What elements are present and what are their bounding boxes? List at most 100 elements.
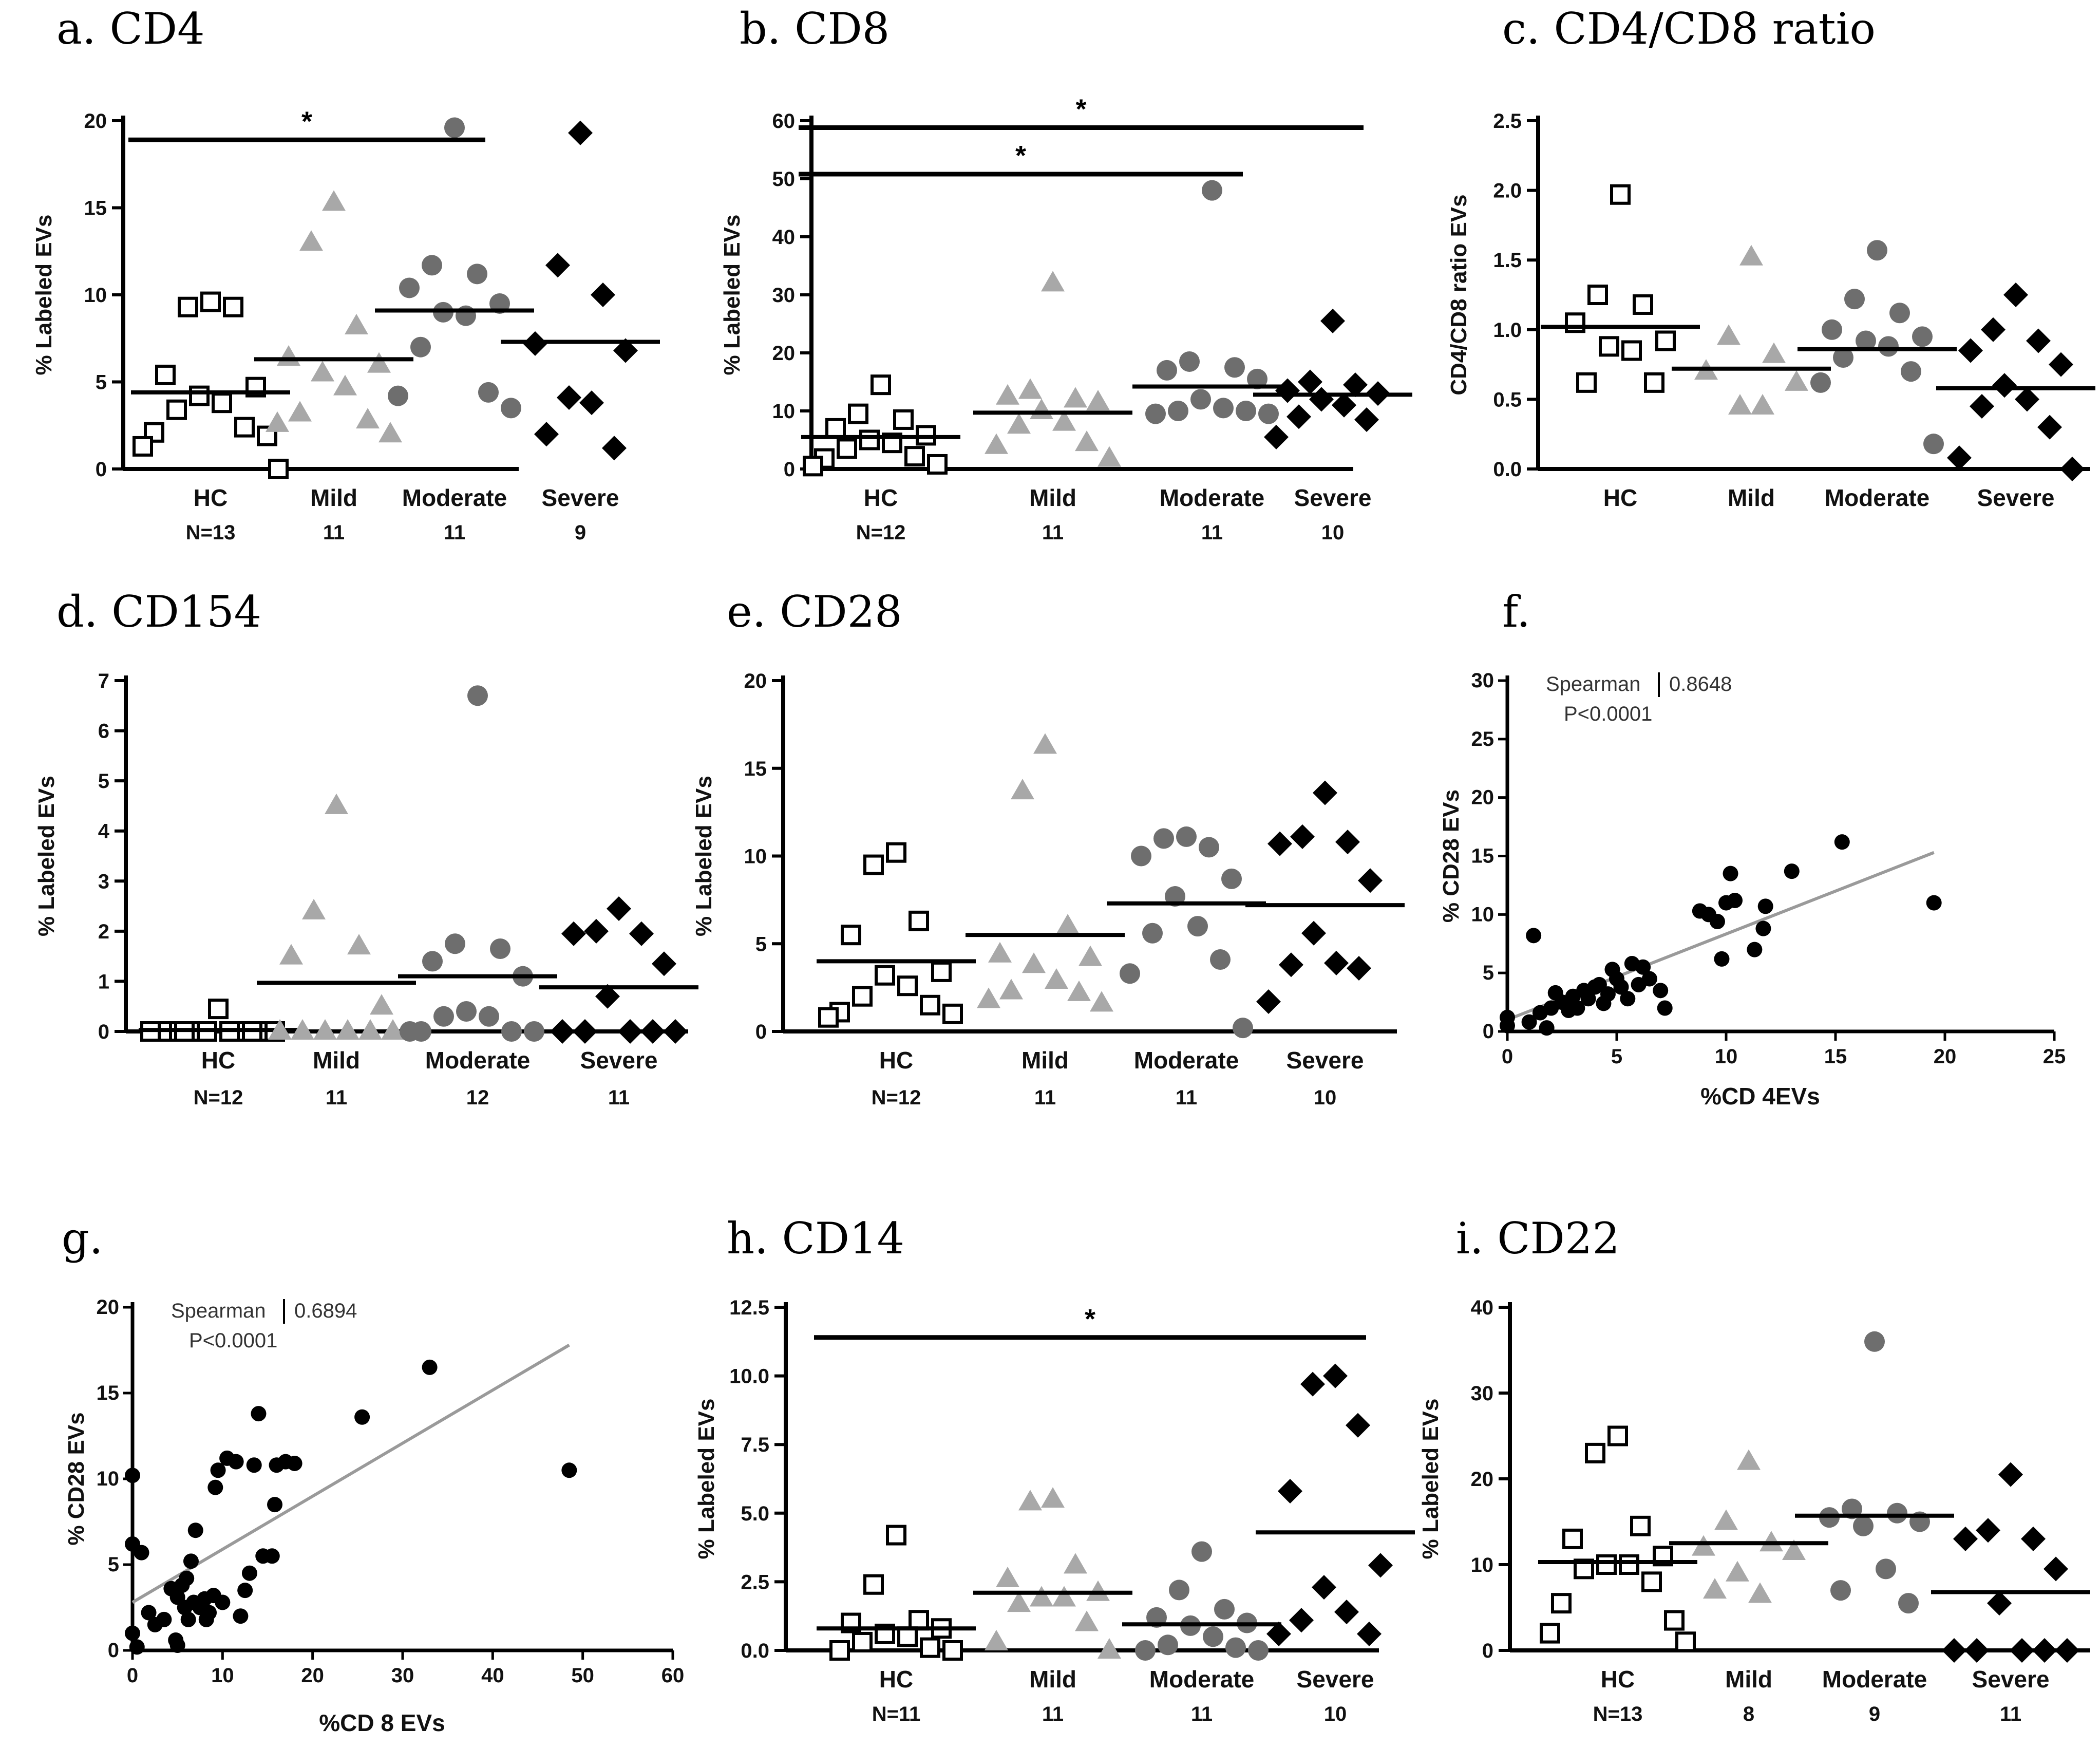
data-point — [931, 961, 952, 982]
data-point — [1755, 920, 1771, 936]
data-point — [399, 277, 420, 298]
n-label: 9 — [1869, 1703, 1880, 1725]
y-tick-label: 15 — [84, 197, 107, 220]
x-tick-label: 30 — [391, 1664, 414, 1687]
data-point — [561, 1462, 577, 1478]
data-point — [1313, 780, 1337, 805]
data-point — [367, 352, 391, 373]
data-point — [1569, 1000, 1585, 1016]
data-point — [1312, 1575, 1336, 1600]
annotation-pvalue: P<0.0001 — [1564, 703, 1652, 725]
data-point — [264, 1548, 280, 1564]
panel-f: f. 0 5 10 15 20 25 30 0 5 10 15 20 25 % CD28 EVs %CD 4E… — [1439, 587, 2066, 1110]
data-point — [381, 1019, 405, 1040]
data-point — [1176, 826, 1197, 847]
panel-title: i. CD22 — [1456, 1213, 1620, 1264]
data-point — [1300, 1371, 1325, 1397]
data-point — [1540, 1623, 1560, 1644]
data-point — [251, 1406, 267, 1422]
data-point — [1158, 1634, 1178, 1656]
data-point — [1500, 1018, 1515, 1033]
data-point — [1551, 1593, 1572, 1614]
data-point — [1864, 1331, 1885, 1352]
data-point — [1266, 1621, 1291, 1646]
data-point — [2060, 457, 2085, 481]
category-label: HC — [879, 1047, 913, 1074]
data-point — [1653, 983, 1669, 999]
data-point — [595, 984, 620, 1009]
data-point — [1298, 369, 1322, 394]
data-point — [1748, 1582, 1772, 1603]
data-point — [299, 230, 323, 251]
series-mild — [257, 793, 416, 1040]
data-point — [400, 1021, 420, 1042]
data-point — [557, 385, 581, 410]
data-point — [2021, 1526, 2046, 1551]
y-tick-label: 10 — [772, 400, 796, 423]
data-point — [1221, 868, 1242, 889]
category-label: Moderate — [1149, 1666, 1254, 1693]
data-point — [179, 1570, 195, 1586]
data-point — [1630, 1515, 1651, 1536]
data-point — [920, 994, 940, 1016]
data-point — [241, 1565, 257, 1581]
y-tick-label: 10 — [744, 845, 767, 868]
x-tick-label: 50 — [571, 1664, 594, 1687]
annotation-method: Spearman — [1546, 673, 1641, 696]
data-point — [311, 361, 334, 382]
data-point — [1728, 393, 1752, 415]
series-moderate — [1132, 180, 1292, 424]
data-point — [422, 255, 442, 276]
data-point — [825, 418, 846, 439]
data-point — [1657, 1000, 1673, 1016]
y-tick-label: 2 — [98, 920, 109, 943]
data-point — [1275, 378, 1300, 403]
data-point — [467, 264, 487, 285]
data-point — [1190, 389, 1211, 410]
data-point — [629, 921, 654, 946]
data-point — [1256, 989, 1281, 1014]
y-tick-label: 0.0 — [741, 1640, 769, 1662]
data-point — [1898, 1593, 1919, 1614]
n-label: N=13 — [186, 521, 236, 544]
data-point — [985, 1629, 1008, 1650]
data-point — [1992, 373, 2017, 398]
data-point — [410, 336, 431, 358]
data-point — [233, 1608, 249, 1624]
data-point — [207, 1479, 223, 1495]
data-point — [1247, 368, 1267, 389]
data-point — [1022, 952, 1046, 973]
data-point — [663, 1019, 688, 1044]
panel-i: i. CD22 0 10 20 30 40 % Labeled EVs HC N=13 Mild 8… — [1418, 1213, 2090, 1725]
category-label: HC — [1601, 1666, 1635, 1693]
category-label: Moderate — [1160, 484, 1264, 511]
data-point — [1203, 1626, 1223, 1647]
data-point — [591, 283, 615, 307]
data-point — [1889, 303, 1910, 324]
data-point — [1120, 963, 1140, 984]
category-label: Severe — [580, 1047, 658, 1074]
x-tick-label: 10 — [211, 1664, 234, 1687]
data-point — [169, 1637, 185, 1653]
significance-star: * — [301, 106, 312, 137]
n-label: 11 — [444, 521, 465, 544]
y-axis-label: % Labeled EVs — [720, 214, 745, 375]
data-point — [1757, 898, 1773, 914]
y-tick-label: 15 — [97, 1382, 120, 1404]
n-label: N=12 — [194, 1086, 243, 1109]
data-point — [1357, 1621, 1382, 1646]
data-point — [996, 1567, 1019, 1588]
data-point — [433, 1006, 454, 1027]
data-point — [268, 459, 289, 479]
data-point — [1621, 340, 1642, 361]
data-point — [886, 842, 906, 863]
y-tick-label: 20 — [84, 110, 107, 133]
data-point — [490, 938, 510, 960]
data-point — [479, 1006, 499, 1027]
series-hc — [817, 1525, 976, 1661]
series-severe — [501, 120, 660, 461]
series-hc — [131, 291, 290, 479]
category-label: HC — [201, 1047, 235, 1074]
data-point — [1018, 1490, 1042, 1511]
